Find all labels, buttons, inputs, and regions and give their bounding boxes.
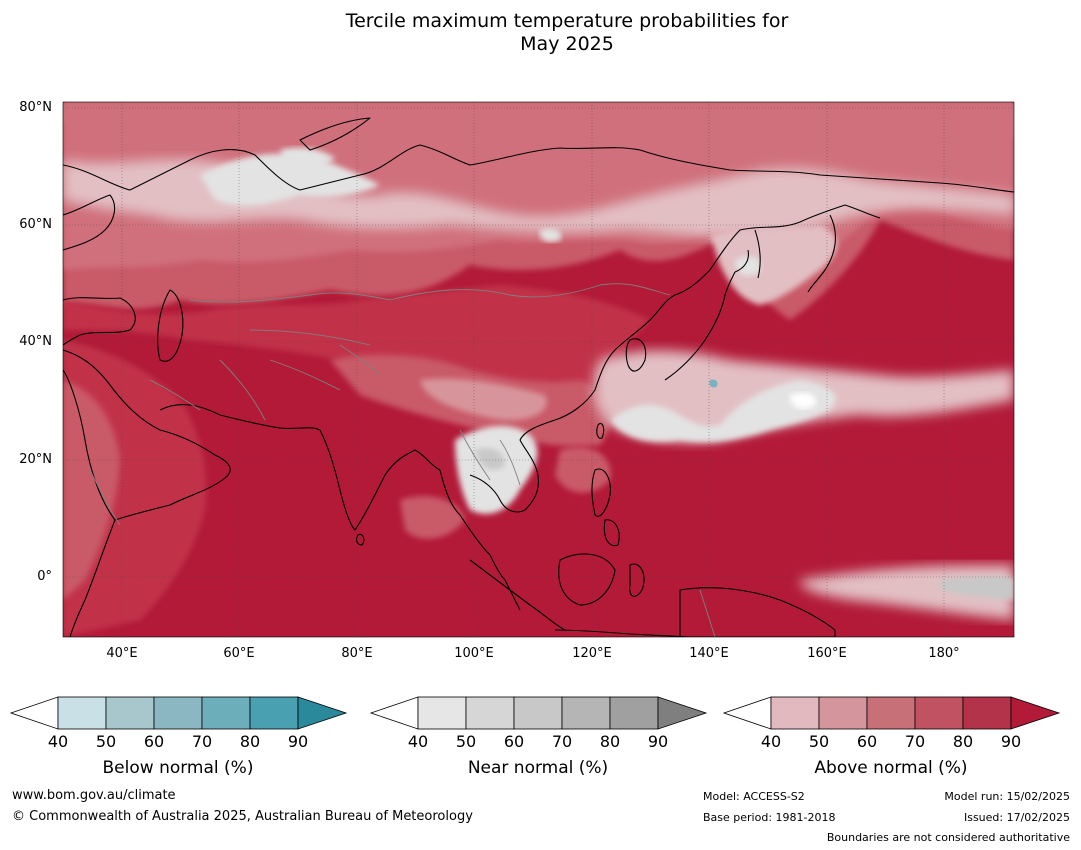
lat-label: 80°N <box>19 100 52 115</box>
colorbar-segment <box>770 696 820 730</box>
colorbar-below-normal <box>10 696 348 730</box>
cb-tick: 80 <box>599 732 621 751</box>
cb-tick: 80 <box>952 732 974 751</box>
colorbar-segment <box>417 696 467 730</box>
far-north-strip <box>63 102 1014 140</box>
northeast-asia-light <box>710 225 837 305</box>
lon-label: 80°E <box>341 646 373 661</box>
near-normal-se-asia <box>455 425 538 514</box>
cb-tick: 50 <box>455 732 477 751</box>
colorbar-near-normal <box>370 696 708 730</box>
near-normal-pacific <box>610 380 836 442</box>
footer-base-period: Base period: 1981-2018 <box>703 811 836 824</box>
colorbar-segment <box>201 696 251 730</box>
colorbar-segment <box>105 696 155 730</box>
colorbar-low-extension <box>370 696 419 730</box>
lon-label: 40°E <box>106 646 138 661</box>
colorbar-label-near: Near normal (%) <box>467 758 609 778</box>
cb-tick: 40 <box>47 732 69 751</box>
probability-map <box>62 101 1015 638</box>
lon-label: 60°E <box>223 646 255 661</box>
colorbar-label-below: Below normal (%) <box>102 758 254 778</box>
cb-tick: 70 <box>904 732 926 751</box>
footer-copyright: © Commonwealth of Australia 2025, Austra… <box>12 809 473 824</box>
cb-tick: 40 <box>760 732 782 751</box>
colorbar-segment <box>609 696 659 730</box>
lat-label: 0° <box>37 569 52 584</box>
chart-title: Tercile maximum temperature probabilitie… <box>0 10 1081 56</box>
footer-model: Model: ACCESS-S2 <box>703 790 805 803</box>
cb-tick: 50 <box>808 732 830 751</box>
footer-model-run: Model run: 15/02/2025 <box>944 790 1070 803</box>
colorbar-low-extension <box>723 696 772 730</box>
title-line-2: May 2025 <box>520 33 614 55</box>
colorbar-segment <box>914 696 964 730</box>
cb-tick: 90 <box>287 732 309 751</box>
lat-label: 20°N <box>19 452 52 467</box>
colorbar-segment <box>465 696 515 730</box>
colorbar-high-extension <box>1010 696 1061 730</box>
colorbar-segment <box>818 696 868 730</box>
colorbar-label-above: Above normal (%) <box>814 758 968 778</box>
footer-url: www.bom.gov.au/climate <box>12 788 176 803</box>
colorbar-segment <box>866 696 916 730</box>
lon-label: 120°E <box>572 646 612 661</box>
lat-label: 60°N <box>19 217 52 232</box>
cb-tick: 80 <box>239 732 261 751</box>
colorbar-low-extension <box>10 696 59 730</box>
cb-tick: 70 <box>551 732 573 751</box>
colorbar-segment <box>962 696 1012 730</box>
colorbar-segment <box>57 696 107 730</box>
cb-tick: 60 <box>856 732 878 751</box>
footer-disclaimer: Boundaries are not considered authoritat… <box>826 831 1070 844</box>
arctic-band <box>63 159 1014 237</box>
coastlines <box>63 117 1014 637</box>
lon-label: 160°E <box>807 646 847 661</box>
lat-label: 40°N <box>19 334 52 349</box>
near-normal-west-siberia <box>200 153 380 206</box>
colorbar-above-normal <box>723 696 1061 730</box>
cb-tick: 70 <box>191 732 213 751</box>
cb-tick: 90 <box>1000 732 1022 751</box>
lon-label: 100°E <box>454 646 494 661</box>
footer-issued: Issued: 17/02/2025 <box>963 811 1070 824</box>
colorbar-high-extension <box>297 696 348 730</box>
cb-tick: 40 <box>407 732 429 751</box>
lon-label: 140°E <box>689 646 729 661</box>
cb-tick: 90 <box>647 732 669 751</box>
graticule <box>63 102 1014 637</box>
colorbar-segment <box>513 696 563 730</box>
colorbar-segment <box>249 696 299 730</box>
colorbar-segment <box>561 696 611 730</box>
cb-tick: 60 <box>143 732 165 751</box>
colorbar-high-extension <box>657 696 708 730</box>
lon-label: 180° <box>928 646 960 661</box>
colorbar-segment <box>153 696 203 730</box>
title-line-1: Tercile maximum temperature probabilitie… <box>345 10 789 32</box>
cb-tick: 50 <box>95 732 117 751</box>
country-borders <box>89 283 716 637</box>
cb-tick: 60 <box>503 732 525 751</box>
